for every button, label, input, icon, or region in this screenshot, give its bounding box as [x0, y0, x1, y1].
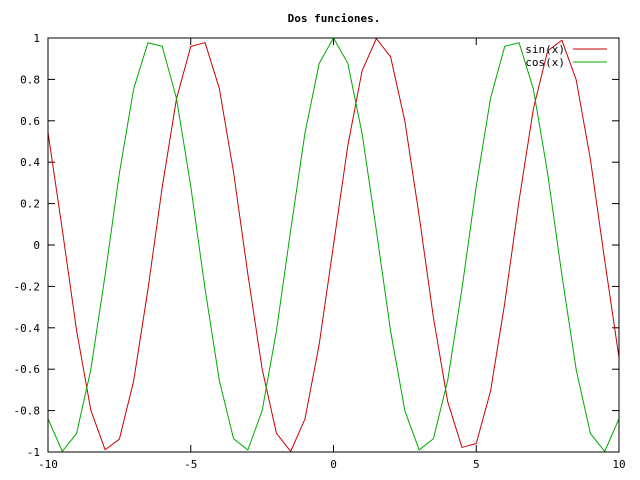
y-tick-label: 0.6: [20, 115, 40, 128]
series-line-sin-x: [47, 38, 620, 452]
x-tick-label: 5: [473, 458, 480, 471]
x-tick-label: 10: [612, 458, 625, 471]
x-tick-label: -5: [184, 458, 197, 471]
legend-label: cos(x): [525, 56, 565, 69]
y-tick-label: -0.4: [14, 322, 41, 335]
y-tick-label: -0.6: [14, 363, 41, 376]
plot-frame: [47, 37, 620, 453]
y-tick-label: 1: [33, 32, 40, 45]
y-tick-label: 0.2: [20, 198, 40, 211]
legend: sin(x)cos(x): [525, 43, 607, 69]
x-tick-label: -10: [38, 458, 58, 471]
x-tick-label: 0: [330, 458, 337, 471]
curve-layer: [47, 37, 620, 452]
y-tick-label: -0.2: [14, 280, 41, 293]
y-tick-label: -0.8: [14, 405, 41, 418]
tick-layer: -10 -5 0 5 10 -1 -0.8 -0.6 -0.4 -0.2 0 0.2 0.4 0.6 0.8…: [14, 32, 626, 471]
y-tick-label: -1: [27, 446, 40, 459]
chart-title: Dos funciones.: [288, 12, 381, 25]
legend-label: sin(x): [525, 43, 565, 56]
y-tick-label: 0: [33, 239, 40, 252]
y-tick-label: 0.8: [20, 73, 40, 86]
y-tick-label: 0.4: [20, 156, 40, 169]
